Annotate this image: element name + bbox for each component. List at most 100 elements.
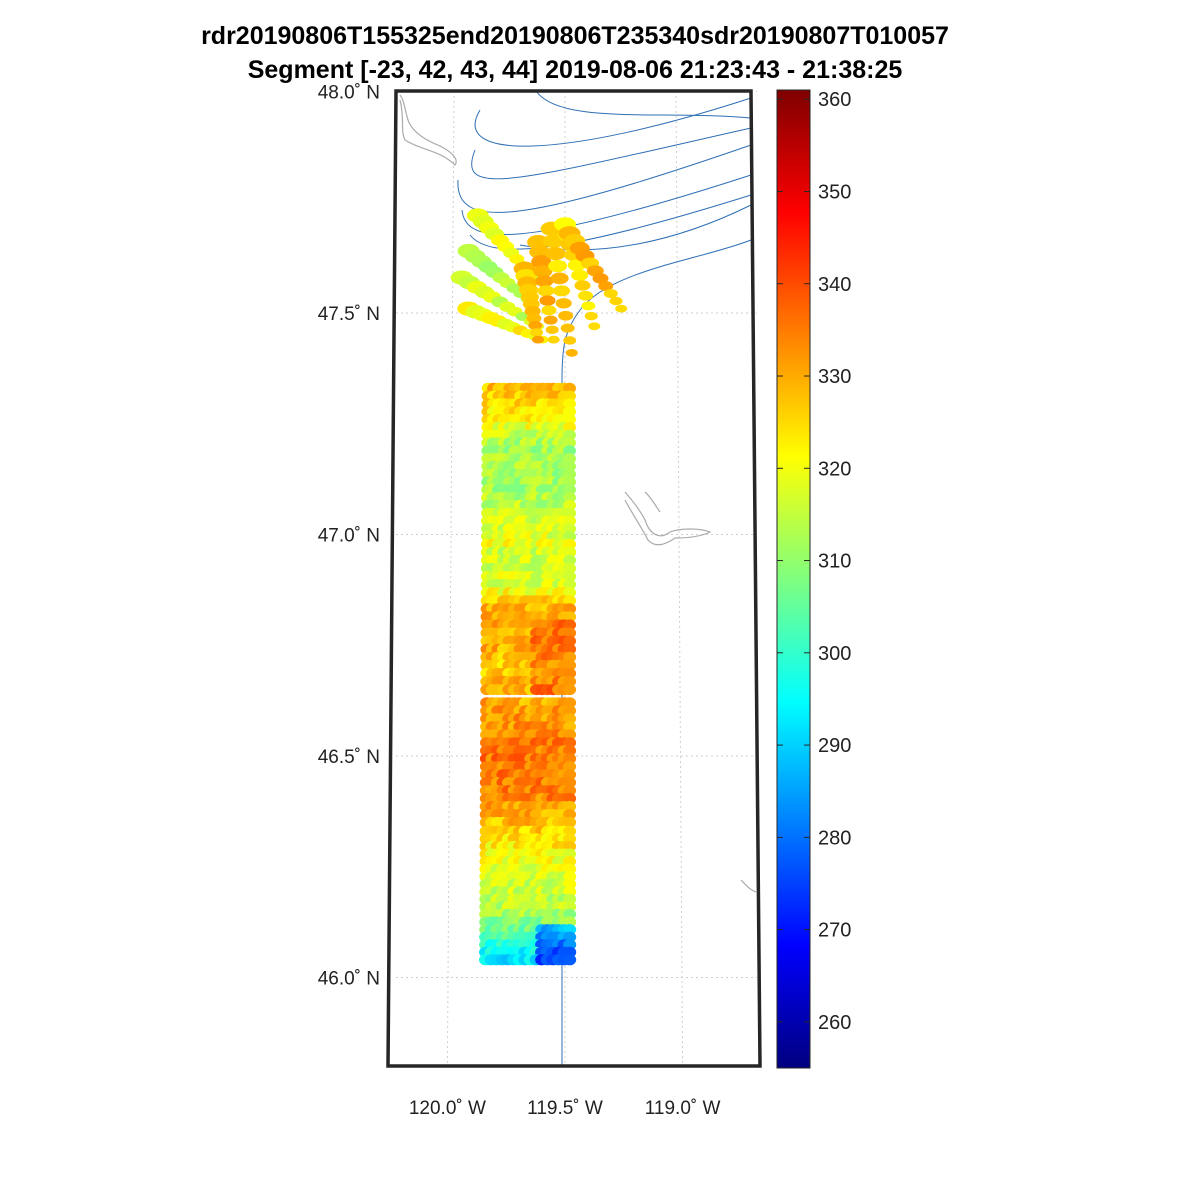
swath-point — [563, 667, 577, 679]
colorbar-tick-label: 340 — [818, 274, 851, 296]
swath-point — [571, 269, 589, 281]
colorbar-tick-label: 350 — [818, 181, 851, 203]
swath-point — [528, 320, 543, 330]
swath-point — [563, 676, 577, 687]
swath-point — [578, 290, 593, 301]
swath-point — [563, 562, 577, 574]
swath-point — [563, 603, 577, 615]
swath-point — [545, 325, 559, 335]
swath-point — [563, 546, 577, 558]
swath-point — [563, 737, 577, 749]
reservoir-outline — [624, 491, 712, 546]
colorbar-tick-label: 330 — [818, 366, 851, 388]
flight-track-line — [474, 97, 752, 147]
swath-point — [531, 255, 552, 269]
swath-point — [563, 697, 577, 709]
swath-point — [526, 313, 542, 324]
swath-point — [563, 745, 577, 757]
flight-track-line — [561, 239, 752, 1066]
flight-track-line — [469, 194, 752, 250]
swath-point — [565, 349, 578, 357]
swath-point — [598, 281, 614, 291]
swath-point — [529, 245, 551, 259]
swath-point — [563, 684, 577, 696]
swath-point — [545, 247, 566, 261]
swath-point — [563, 793, 577, 804]
water-outlines — [399, 94, 757, 893]
lon-gridline — [675, 90, 684, 1067]
swath-point — [563, 651, 577, 663]
swath-point — [541, 305, 557, 316]
colorbar-tick-label: 280 — [818, 827, 851, 849]
swath-point — [563, 769, 577, 781]
y-tick-label: 47.5˚ N — [318, 304, 380, 325]
flight-track-line — [471, 127, 752, 180]
colorbar-tick-label: 360 — [818, 89, 851, 111]
colorbar-tick-label: 270 — [818, 920, 851, 942]
lon-gridline — [446, 90, 455, 1067]
flight-track-line — [457, 144, 752, 213]
swath-point — [560, 323, 575, 333]
swath-point — [563, 643, 577, 655]
swath-point — [563, 336, 577, 345]
swath-point — [563, 619, 577, 631]
chart-subtitle: Segment [-23, 42, 43, 44] 2019-08-06 21:… — [247, 56, 903, 84]
swath-point — [535, 275, 554, 287]
flight-track-line — [535, 91, 752, 119]
colorbar-tick-labels: 260 270 280 290 300 310 320 330 340 350 360 — [777, 89, 851, 1034]
swath-point — [603, 288, 618, 299]
swath-point — [563, 729, 577, 741]
swath-point — [615, 304, 628, 313]
swath-point — [563, 777, 577, 789]
swath-point — [537, 285, 555, 297]
swath-point — [563, 659, 577, 671]
swath-point — [543, 315, 558, 325]
swath-point — [563, 761, 577, 773]
swath-point — [563, 635, 577, 647]
swath-point — [530, 328, 544, 337]
colorbar-tick-label: 310 — [818, 551, 851, 573]
swath-point — [563, 611, 577, 623]
swath-point — [558, 310, 574, 321]
swath-point — [588, 322, 601, 331]
swath-point — [563, 579, 577, 590]
swath-point — [553, 285, 571, 297]
y-tick-label: 47.0˚ N — [318, 526, 380, 547]
colorbar-tick-label: 260 — [818, 1012, 851, 1034]
swath-point — [574, 280, 591, 291]
swath-point — [563, 954, 577, 966]
swath-point — [539, 295, 556, 306]
swath-point — [563, 713, 577, 725]
swath-point — [563, 627, 577, 639]
colorbar — [776, 89, 811, 1069]
y-tick-label: 46.0˚ N — [318, 969, 380, 990]
swath-point — [567, 259, 586, 272]
scan-swath-points — [450, 208, 628, 966]
swath-point — [563, 595, 577, 607]
x-axis-tick-labels: 120.0˚ W 119.5˚ W 119.0˚ W — [409, 1098, 721, 1119]
y-tick-label: 48.0˚ N — [318, 83, 380, 104]
swath-point — [547, 335, 560, 344]
colorbar-tick-label: 300 — [818, 643, 851, 665]
swath-point — [550, 272, 569, 285]
y-axis-tick-labels: 48.0˚ N 47.5˚ N 47.0˚ N 46.5˚ N 46.0˚ N — [318, 83, 380, 990]
swath-point — [584, 311, 598, 321]
x-tick-label: 119.0˚ W — [645, 1098, 721, 1119]
swath-point — [563, 816, 577, 828]
swath-point — [563, 554, 577, 566]
lake-outline — [399, 94, 457, 166]
x-tick-label: 120.0˚ W — [409, 1098, 486, 1119]
colorbar-tick-label: 320 — [818, 458, 851, 480]
y-tick-label: 46.5˚ N — [318, 747, 380, 768]
swath-point — [592, 273, 609, 284]
x-tick-label: 119.5˚ W — [527, 1098, 603, 1119]
swath-point — [563, 705, 577, 717]
swath-point — [563, 801, 577, 812]
swath-point — [563, 587, 577, 599]
swath-point — [533, 265, 553, 278]
chart-title: rdr20190806T155325end20190806T235340sdr2… — [201, 22, 949, 50]
swath-point — [563, 571, 577, 582]
river-fragment — [740, 879, 757, 893]
swath-point — [609, 296, 623, 306]
